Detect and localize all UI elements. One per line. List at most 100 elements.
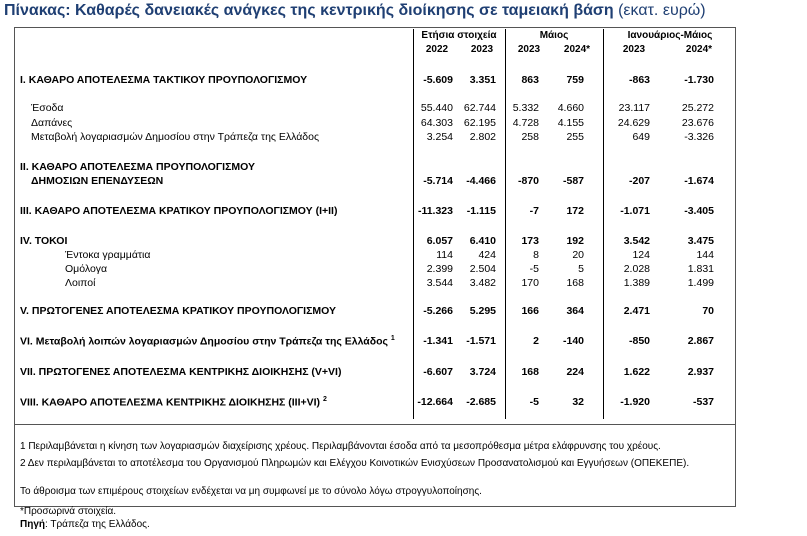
- cell: 24.629: [617, 117, 650, 129]
- cell: 6.410: [469, 235, 496, 247]
- cell: 2.802: [469, 131, 496, 143]
- cell: -1.920: [620, 396, 650, 408]
- cell: -1.730: [684, 74, 714, 86]
- cell: -11.323: [417, 205, 453, 217]
- cell: 168: [566, 277, 584, 289]
- cell: 25.272: [681, 102, 714, 114]
- cell: -1.674: [684, 175, 714, 187]
- cell: 8: [533, 249, 539, 261]
- header-year: 2024*: [563, 44, 591, 55]
- cell: -4.466: [466, 175, 496, 187]
- cell: 20: [572, 249, 584, 261]
- cell: 3.351: [469, 74, 496, 86]
- cell: 62.195: [463, 117, 496, 129]
- column-divider: [413, 29, 414, 419]
- row-label: VII. ΠΡΩΤΟΓΕΝΕΣ ΑΠΟΤΕΛΕΣΜΑ ΚΕΝΤΡΙΚΗΣ ΔΙΟ…: [20, 366, 342, 378]
- footnote-marker: 1: [390, 335, 395, 342]
- row-label-text: VIII. ΚΑΘΑΡΟ ΑΠΟΤΕΛΕΣΜΑ ΚΕΝΤΡΙΚΗΣ ΔΙΟΙΚΗ…: [20, 396, 321, 409]
- cell: 649: [632, 131, 650, 143]
- row-label: Ομόλογα: [65, 263, 108, 275]
- cell: 4.660: [557, 102, 584, 114]
- row-label: I. ΚΑΘΑΡΟ ΑΠΟΤΕΛΕΣΜΑ ΤΑΚΤΙΚΟΥ ΠΡΟΥΠΟΛΟΓΙ…: [20, 74, 308, 86]
- cell: 2.399: [426, 263, 453, 275]
- cell: 32: [572, 396, 584, 408]
- cell: -207: [628, 175, 650, 187]
- cell: 6.057: [426, 235, 453, 247]
- cell: 1.622: [623, 366, 650, 378]
- title-text: Πίνακας: Καθαρές δανειακές ανάγκες της κ…: [4, 2, 614, 19]
- footnote-1: 1 Περιλαμβάνεται η κίνηση των λογαριασμώ…: [20, 441, 661, 452]
- notes-divider: [14, 506, 736, 507]
- cell: 2.867: [687, 335, 714, 347]
- row-label: Λοιποί: [65, 277, 96, 289]
- cell: -3.405: [684, 205, 714, 217]
- cell: 5.295: [469, 305, 496, 317]
- row-label: ΔΗΜΟΣΙΩΝ ΕΠΕΝΔΥΣΕΩΝ: [31, 175, 164, 187]
- cell: -5: [529, 396, 539, 408]
- cell: 2: [533, 335, 539, 347]
- cell: 192: [566, 235, 584, 247]
- row-label: Δαπάνες: [31, 117, 73, 129]
- provisional-note: *Προσωρινά στοιχεία.: [20, 506, 117, 517]
- cell: 55.440: [420, 102, 453, 114]
- cell: -537: [692, 396, 714, 408]
- row-label: IV. ΤΟΚΟΙ: [20, 235, 68, 247]
- cell: 1.389: [623, 277, 650, 289]
- header-year: 2023: [470, 44, 494, 55]
- cell: 4.728: [512, 117, 539, 129]
- source-note: Πηγή: Τράπεζα της Ελλάδος.: [20, 519, 150, 530]
- cell: -5.714: [423, 175, 453, 187]
- row-label: Έντοκα γραμμάτια: [65, 249, 151, 261]
- header-may: Μάιος: [539, 30, 569, 41]
- header-year: 2023: [517, 44, 541, 55]
- cell: 168: [521, 366, 539, 378]
- cell: 3.544: [426, 277, 453, 289]
- cell: 114: [436, 249, 453, 261]
- cell: 2.937: [687, 366, 714, 378]
- cell: -1.115: [466, 205, 496, 217]
- cell: 258: [521, 131, 539, 143]
- column-divider: [603, 29, 604, 419]
- cell: 4.155: [557, 117, 584, 129]
- cell: -1.571: [466, 335, 496, 347]
- row-label: VI. Μεταβολή λοιπών λογαριασμών Δημοσίου…: [20, 335, 395, 348]
- cell: 3.475: [687, 235, 714, 247]
- row-label: II. ΚΑΘΑΡΟ ΑΠΟΤΕΛΕΣΜΑ ΠΡΟΥΠΟΛΟΓΙΣΜΟΥ: [20, 161, 255, 173]
- cell: 5.332: [512, 102, 539, 114]
- cell: -1.071: [620, 205, 650, 217]
- cell: 3.724: [469, 366, 496, 378]
- cell: 1.831: [687, 263, 714, 275]
- notes-divider: [14, 424, 736, 425]
- cell: 3.254: [426, 131, 453, 143]
- header-jan-may: Ιανουάριος-Μάιος: [627, 30, 713, 41]
- row-label: Έσοδα: [31, 102, 64, 114]
- cell: -5.609: [423, 74, 453, 86]
- cell: 424: [478, 249, 496, 261]
- cell: 62.744: [463, 102, 496, 114]
- cell: -587: [562, 175, 584, 187]
- header-year: 2024*: [685, 44, 713, 55]
- cell: -1.341: [423, 335, 453, 347]
- cell: 23.117: [618, 102, 650, 114]
- cell: 255: [566, 131, 584, 143]
- row-label-text: VI. Μεταβολή λοιπών λογαριασμών Δημοσίου…: [20, 335, 388, 348]
- source-label: Πηγή: [20, 519, 45, 530]
- page-title: Πίνακας: Καθαρές δανειακές ανάγκες της κ…: [4, 2, 706, 20]
- cell: 1.499: [687, 277, 714, 289]
- cell: -140: [562, 335, 584, 347]
- cell: -12.664: [417, 396, 453, 408]
- cell: -5.266: [423, 305, 453, 317]
- cell: 759: [566, 74, 584, 86]
- cell: 172: [566, 205, 584, 217]
- cell: -863: [628, 74, 650, 86]
- column-divider: [505, 29, 506, 419]
- cell: -2.685: [466, 396, 496, 408]
- cell: -7: [529, 205, 539, 217]
- cell: 144: [696, 249, 714, 261]
- row-label: III. ΚΑΘΑΡΟ ΑΠΟΤΕΛΕΣΜΑ ΚΡΑΤΙΚΟΥ ΠΡΟΥΠΟΛΟ…: [20, 205, 338, 217]
- cell: 2.504: [469, 263, 496, 275]
- cell: 3.482: [469, 277, 496, 289]
- cell: 170: [521, 277, 539, 289]
- cell: -5: [529, 263, 539, 275]
- cell: 5: [578, 263, 584, 275]
